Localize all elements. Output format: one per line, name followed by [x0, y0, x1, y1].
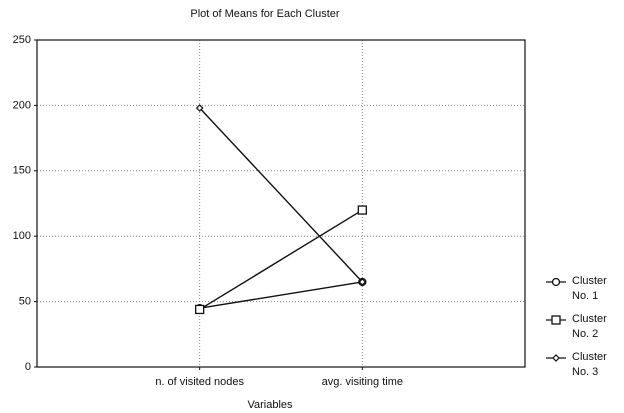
legend-marker — [551, 277, 561, 287]
point — [195, 304, 205, 315]
point — [358, 278, 367, 286]
x-tick-label: avg. visiting time — [322, 376, 403, 388]
plot-frame — [36, 39, 526, 368]
y-tick-label: 0 — [25, 361, 31, 373]
y-tick-label: 50 — [19, 296, 31, 308]
series-line — [199, 281, 363, 309]
x-axis-label: Variables — [247, 399, 293, 411]
legend-label: Cluster No. 3 — [572, 351, 607, 378]
legend-label: Cluster No. 2 — [572, 313, 607, 340]
y-tick-label: 100 — [13, 230, 31, 242]
y-tick-label: 150 — [13, 165, 31, 177]
legend-marker — [552, 354, 560, 362]
legend-label: Cluster No. 1 — [572, 275, 607, 302]
x-tick-label: n. of visited nodes — [155, 376, 244, 388]
series-line — [199, 209, 363, 311]
y-tick-label: 250 — [13, 34, 31, 46]
chart-title: Plot of Means for Each Cluster — [190, 8, 340, 20]
y-tick-label: 200 — [13, 99, 31, 111]
point — [195, 104, 204, 112]
point — [357, 205, 367, 215]
legend-marker — [551, 315, 561, 325]
series-line — [199, 107, 363, 283]
